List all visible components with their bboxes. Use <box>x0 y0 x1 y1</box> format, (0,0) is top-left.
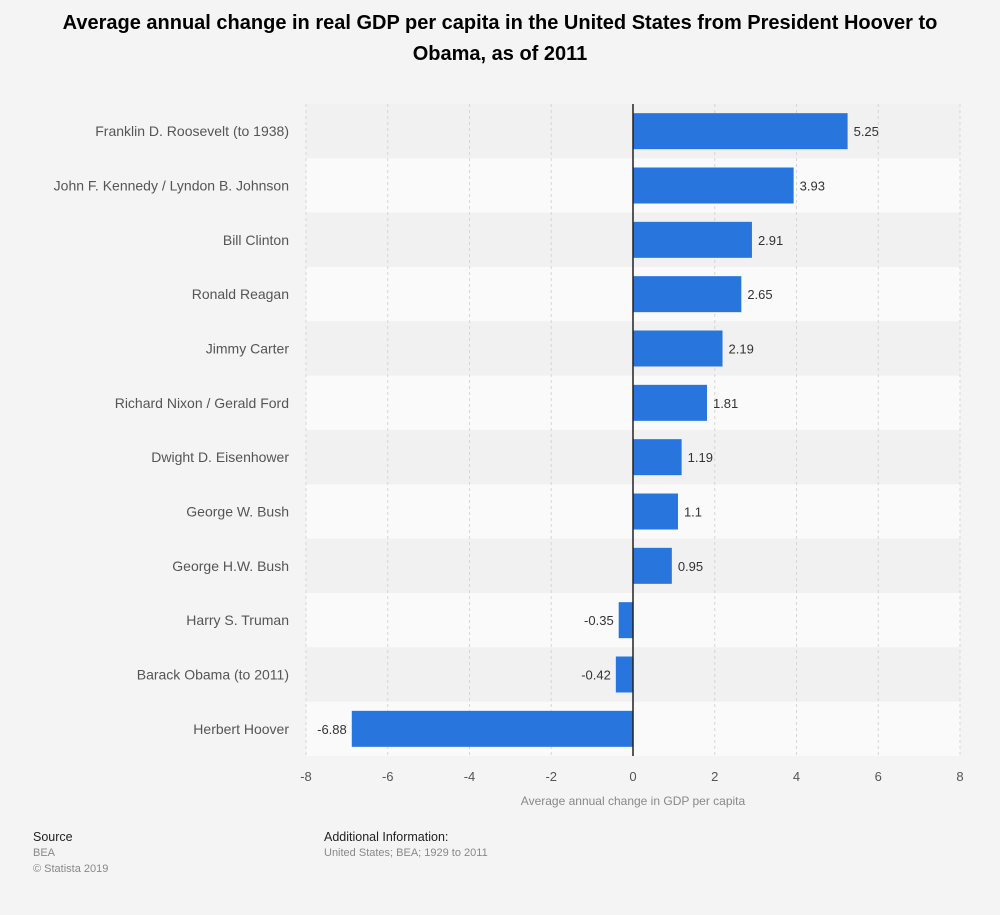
value-label: -0.42 <box>581 668 611 683</box>
value-label: 0.95 <box>678 559 703 574</box>
value-label: -6.88 <box>317 722 347 737</box>
chart-title: Average annual change in real GDP per ca… <box>62 12 938 65</box>
x-tick-label: 2 <box>711 769 718 784</box>
bar <box>633 167 794 204</box>
bar <box>633 384 707 421</box>
bar <box>633 493 678 530</box>
category-label: Jimmy Carter <box>206 341 290 357</box>
category-label: Dwight D. Eisenhower <box>151 449 289 465</box>
category-label: Bill Clinton <box>223 232 289 248</box>
x-tick-label: 4 <box>793 769 800 784</box>
x-tick-label: 6 <box>875 769 882 784</box>
source-heading: Source <box>33 830 73 844</box>
x-tick-label: -2 <box>545 769 557 784</box>
bar <box>615 656 633 693</box>
value-label: 2.65 <box>747 287 772 302</box>
x-tick-label: 0 <box>629 769 636 784</box>
x-axis-title: Average annual change in GDP per capita <box>521 794 746 808</box>
x-tick-label: -8 <box>300 769 312 784</box>
bar <box>633 547 672 584</box>
source-name[interactable]: BEA <box>33 847 56 859</box>
value-label: -0.35 <box>584 613 614 628</box>
value-label: 5.25 <box>854 124 879 139</box>
additional-info-block: Additional Information: United States; B… <box>324 829 488 861</box>
value-label: 1.81 <box>713 396 738 411</box>
category-label: Franklin D. Roosevelt (to 1938) <box>95 123 289 139</box>
category-label: Barack Obama (to 2011) <box>137 667 289 683</box>
value-label: 3.93 <box>800 179 825 194</box>
value-label: 1.19 <box>688 450 713 465</box>
bar <box>633 221 752 258</box>
source-block: Source BEA © Statista 2019 <box>33 829 108 877</box>
copyright: © Statista 2019 <box>33 863 109 875</box>
value-label: 2.91 <box>758 233 783 248</box>
category-label: Herbert Hoover <box>193 721 289 737</box>
category-label: Richard Nixon / Gerald Ford <box>115 395 289 411</box>
x-tick-label: -6 <box>382 769 394 784</box>
value-label: 2.19 <box>729 342 754 357</box>
bar <box>633 113 848 150</box>
bar <box>618 602 633 639</box>
additional-info-heading: Additional Information: <box>324 830 449 844</box>
bar <box>633 276 742 313</box>
category-label: George W. Bush <box>186 504 289 520</box>
x-tick-label: 8 <box>956 769 963 784</box>
bar <box>633 439 682 476</box>
category-label: George H.W. Bush <box>172 558 289 574</box>
value-label: 1.1 <box>684 505 702 520</box>
category-label: Harry S. Truman <box>186 612 289 628</box>
x-tick-label: -4 <box>464 769 476 784</box>
category-label: Ronald Reagan <box>192 286 289 302</box>
category-label: John F. Kennedy / Lyndon B. Johnson <box>54 178 289 194</box>
bar <box>351 710 633 747</box>
additional-info-text: United States; BEA; 1929 to 2011 <box>324 847 488 859</box>
bar <box>633 330 723 367</box>
